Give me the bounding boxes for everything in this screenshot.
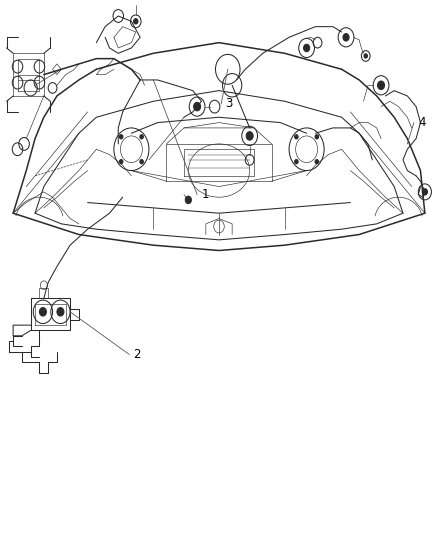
Circle shape [378,81,385,90]
Circle shape [246,132,253,140]
Circle shape [364,54,367,58]
Circle shape [343,34,349,41]
Circle shape [315,135,318,139]
Text: 4: 4 [418,116,426,129]
Circle shape [194,102,201,111]
Circle shape [120,159,123,164]
Circle shape [140,135,143,139]
Circle shape [57,308,64,316]
Circle shape [295,135,298,139]
Circle shape [315,159,318,164]
Text: 3: 3 [226,98,233,110]
Circle shape [134,19,138,24]
Circle shape [422,189,427,195]
Circle shape [120,135,123,139]
Circle shape [304,44,310,52]
Text: 1: 1 [201,188,209,201]
Circle shape [185,196,191,204]
Text: 2: 2 [134,348,141,361]
Circle shape [295,159,298,164]
Circle shape [140,159,143,164]
Circle shape [39,308,46,316]
